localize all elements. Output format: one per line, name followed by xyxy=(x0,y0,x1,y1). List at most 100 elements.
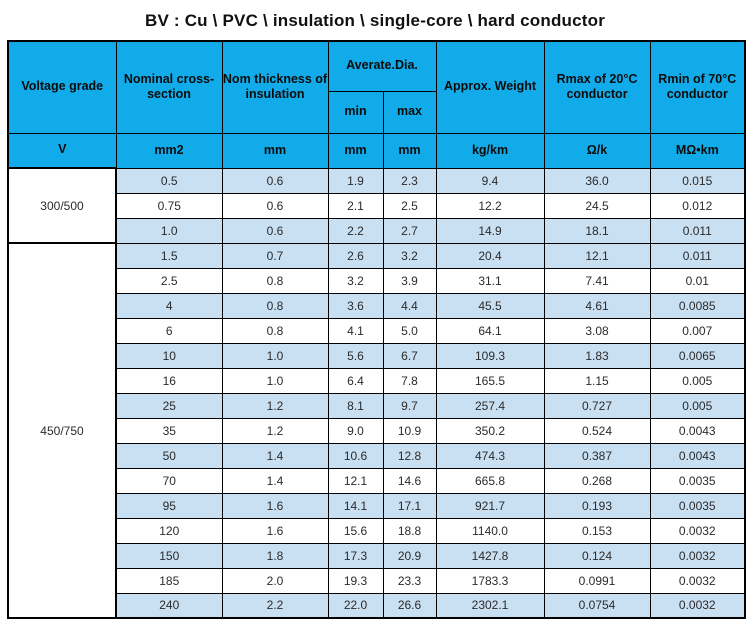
header-rmax: Rmax of 20°C conductor xyxy=(543,40,651,134)
data-cell: 12.8 xyxy=(382,442,437,469)
data-cell: 0.011 xyxy=(649,242,746,269)
data-cell: 70 xyxy=(115,467,223,494)
data-cell: 14.6 xyxy=(382,467,437,494)
data-cell: 185 xyxy=(115,567,223,594)
data-cell: 0.7 xyxy=(221,242,329,269)
data-cell: 45.5 xyxy=(435,292,545,319)
data-cell: 0.387 xyxy=(543,442,651,469)
data-cell: 665.8 xyxy=(435,467,545,494)
data-cell: 0.5 xyxy=(115,167,223,194)
data-cell: 25 xyxy=(115,392,223,419)
data-cell: 0.0032 xyxy=(649,517,746,544)
data-cell: 2.2 xyxy=(327,217,384,244)
data-cell: 109.3 xyxy=(435,342,545,369)
data-cell: 4.4 xyxy=(382,292,437,319)
data-cell: 1427.8 xyxy=(435,542,545,569)
data-cell: 0.015 xyxy=(649,167,746,194)
data-cell: 0.193 xyxy=(543,492,651,519)
data-cell: 3.08 xyxy=(543,317,651,344)
data-cell: 17.1 xyxy=(382,492,437,519)
data-cell: 20.4 xyxy=(435,242,545,269)
data-cell: 1.6 xyxy=(221,492,329,519)
data-cell: 1.4 xyxy=(221,442,329,469)
data-cell: 921.7 xyxy=(435,492,545,519)
data-cell: 7.41 xyxy=(543,267,651,294)
data-cell: 0.007 xyxy=(649,317,746,344)
data-cell: 1.83 xyxy=(543,342,651,369)
data-cell: 20.9 xyxy=(382,542,437,569)
data-cell: 257.4 xyxy=(435,392,545,419)
data-cell: 5.6 xyxy=(327,342,384,369)
data-cell: 6 xyxy=(115,317,223,344)
table-row: 35 1.2 9.0 10.9 350.2 0.524 0.0043 xyxy=(8,417,746,444)
data-cell: 2.0 xyxy=(221,567,329,594)
table-row: 0.75 0.6 2.1 2.5 12.2 24.5 0.012 xyxy=(8,192,746,219)
data-cell: 4.61 xyxy=(543,292,651,319)
header-voltage-grade: Voltage grade xyxy=(7,40,117,134)
data-cell: 35 xyxy=(115,417,223,444)
data-cell: 14.1 xyxy=(327,492,384,519)
data-cell: 0.524 xyxy=(543,417,651,444)
data-cell: 10.9 xyxy=(382,417,437,444)
table-row: 120 1.6 15.6 18.8 1140.0 0.153 0.0032 xyxy=(8,517,746,544)
unit-cross-section: mm2 xyxy=(115,132,223,169)
data-cell: 18.1 xyxy=(543,217,651,244)
data-cell: 2302.1 xyxy=(435,592,545,619)
data-cell: 0.0991 xyxy=(543,567,651,594)
table-row: 10 1.0 5.6 6.7 109.3 1.83 0.0065 xyxy=(8,342,746,369)
data-cell: 2.2 xyxy=(221,592,329,619)
data-cell: 1.0 xyxy=(115,217,223,244)
data-cell: 150 xyxy=(115,542,223,569)
data-cell: 0.0043 xyxy=(649,417,746,444)
table-row: 25 1.2 8.1 9.7 257.4 0.727 0.005 xyxy=(8,392,746,419)
data-cell: 0.6 xyxy=(221,167,329,194)
data-cell: 50 xyxy=(115,442,223,469)
data-cell: 0.8 xyxy=(221,292,329,319)
data-cell: 0.268 xyxy=(543,467,651,494)
data-cell: 0.005 xyxy=(649,392,746,419)
data-cell: 0.8 xyxy=(221,267,329,294)
data-cell: 2.7 xyxy=(382,217,437,244)
table-row: 6 0.8 4.1 5.0 64.1 3.08 0.007 xyxy=(8,317,746,344)
data-cell: 0.0032 xyxy=(649,542,746,569)
table-row: 150 1.8 17.3 20.9 1427.8 0.124 0.0032 xyxy=(8,542,746,569)
page-title: BV : Cu \ PVC \ insulation \ single-core… xyxy=(144,11,606,30)
data-cell: 4 xyxy=(115,292,223,319)
data-cell: 23.3 xyxy=(382,567,437,594)
data-cell: 1.0 xyxy=(221,342,329,369)
header-approx-weight: Approx. Weight xyxy=(435,40,545,134)
header-max: max xyxy=(382,90,437,134)
table-row: 2.5 0.8 3.2 3.9 31.1 7.41 0.01 xyxy=(8,267,746,294)
unit-rmax: Ω/k xyxy=(543,132,651,169)
data-cell: 0.0754 xyxy=(543,592,651,619)
unit-min: mm xyxy=(327,132,384,169)
data-cell: 1.6 xyxy=(221,517,329,544)
data-cell: 2.5 xyxy=(115,267,223,294)
unit-thickness: mm xyxy=(221,132,329,169)
table-row: 300/500 0.5 0.6 1.9 2.3 9.4 36.0 0.015 xyxy=(7,167,746,244)
header-min: min xyxy=(327,90,384,134)
data-cell: 0.124 xyxy=(543,542,651,569)
data-cell: 0.011 xyxy=(649,217,746,244)
data-cell: 3.6 xyxy=(327,292,384,319)
data-cell: 120 xyxy=(115,517,223,544)
voltage-grade-cell: 300/500 xyxy=(7,167,117,244)
table-row: 450/750 1.5 0.7 2.6 3.2 20.4 12.1 0.011 xyxy=(7,242,746,619)
header-nom-thickness: Nom thickness of insulation xyxy=(221,40,329,134)
data-cell: 15.6 xyxy=(327,517,384,544)
data-cell: 0.01 xyxy=(649,267,746,294)
data-cell: 24.5 xyxy=(543,192,651,219)
unit-voltage: V xyxy=(7,132,117,169)
data-cell: 4.1 xyxy=(327,317,384,344)
data-cell: 9.7 xyxy=(382,392,437,419)
data-cell: 0.727 xyxy=(543,392,651,419)
table-row: 70 1.4 12.1 14.6 665.8 0.268 0.0035 xyxy=(8,467,746,494)
data-cell: 16 xyxy=(115,367,223,394)
data-cell: 12.1 xyxy=(543,242,651,269)
table-row: 50 1.4 10.6 12.8 474.3 0.387 0.0043 xyxy=(8,442,746,469)
data-cell: 8.1 xyxy=(327,392,384,419)
data-cell: 0.75 xyxy=(115,192,223,219)
table-row: 4 0.8 3.6 4.4 45.5 4.61 0.0085 xyxy=(8,292,746,319)
table-body: 300/500 0.5 0.6 1.9 2.3 9.4 36.0 0.015 0.75 0.6 2.… xyxy=(7,167,746,619)
